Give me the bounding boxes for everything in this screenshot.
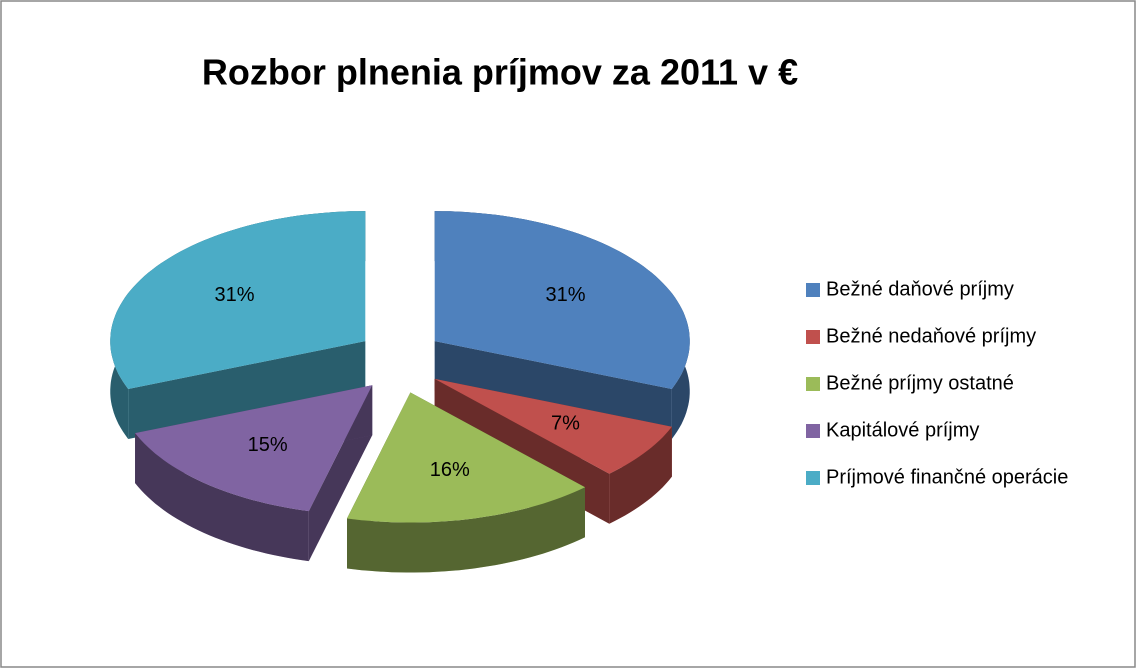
slice-side-shade [609,426,672,524]
chart-title: Rozbor plnenia príjmov za 2011 v € [202,52,798,93]
slice-side-shade [135,433,309,562]
data-label: 31% [545,284,585,306]
slice-top [434,211,690,389]
legend-swatch [806,283,820,297]
slice [347,392,585,573]
slice [434,211,690,439]
legend-label: Príjmové finančné operácie [826,466,1068,488]
slice-top [347,392,585,523]
legend-swatch [806,330,820,344]
slice-top [434,378,672,474]
slice-side-shade [128,341,366,439]
data-label: 7% [551,412,580,434]
slice [135,385,373,562]
slice-side [128,341,366,439]
slice-side [135,433,309,562]
legend-label: Bežné nedaňové príjmy [826,325,1036,347]
slice-top [110,211,366,389]
legend-label: Kapitálové príjmy [826,419,979,441]
legend-swatch [806,377,820,391]
data-label: 31% [214,284,254,306]
slice [110,211,366,439]
slice-side-shade [434,341,672,439]
data-label: 15% [248,434,288,456]
slice-top [135,385,373,512]
slice-side [347,487,585,573]
legend-swatch [806,471,820,485]
data-label: 16% [430,459,470,481]
slice-side [609,426,672,524]
slice [434,378,672,524]
slice-side [434,341,672,439]
legend-swatch [806,424,820,438]
legend-label: Bežné daňové príjmy [826,278,1014,300]
slice-side-shade [347,487,585,573]
legend-label: Bežné príjmy ostatné [826,372,1014,394]
